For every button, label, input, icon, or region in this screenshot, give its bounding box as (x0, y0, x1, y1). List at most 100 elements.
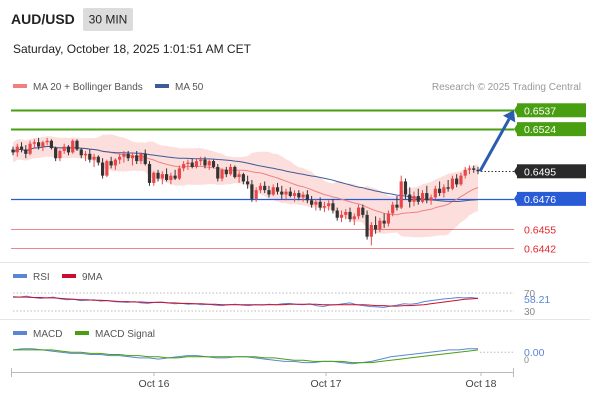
candle-body (463, 169, 467, 176)
candle-body (322, 206, 327, 208)
candle (79, 148, 83, 159)
candle-body (339, 214, 344, 218)
level-label-bg (517, 191, 586, 206)
candle-body (199, 159, 203, 162)
candle-body (246, 181, 250, 185)
candle (220, 168, 224, 182)
candle-body (118, 156, 122, 160)
level-labels: 0.6537 0.6524 0.6495 0.6476 0.6455 0.6442 (514, 103, 586, 255)
candle (15, 143, 19, 157)
candle-body (71, 140, 75, 153)
candle-body (297, 193, 301, 198)
candle (118, 153, 122, 165)
candle-body (194, 161, 199, 167)
candle-body (36, 142, 41, 147)
candle (425, 185, 429, 204)
candle-body (220, 169, 224, 179)
candle (122, 150, 126, 163)
candle (100, 158, 105, 179)
x-axis-tick-label: Oct 16 (139, 378, 170, 390)
candle-body (271, 187, 275, 195)
candle (335, 207, 339, 221)
candle (322, 201, 327, 212)
candle (271, 184, 275, 196)
macd-legend-label: MACD (33, 329, 62, 340)
candle (177, 165, 181, 180)
candle (365, 210, 369, 240)
timeframe-badge[interactable] (83, 8, 133, 31)
macd-signal-legend-swatch (75, 331, 89, 335)
candle-body (365, 214, 369, 237)
candle (386, 210, 391, 227)
candle-body (310, 200, 314, 205)
candle (28, 140, 32, 156)
candle-body (228, 166, 233, 175)
candle (318, 197, 322, 211)
candle-body (476, 169, 480, 172)
candle-body (420, 193, 425, 202)
candle-body (207, 161, 211, 166)
candle (403, 178, 408, 199)
candle-body (135, 155, 139, 162)
candle-body (258, 185, 263, 191)
candle-body (160, 174, 164, 179)
candle-body (233, 166, 237, 178)
candle-body (190, 162, 194, 167)
candle (19, 142, 24, 153)
projection-arrow (478, 110, 516, 173)
level-label-box: 0.6476 (514, 191, 586, 206)
candle-body (88, 153, 92, 160)
projection-arrow-shaft (478, 118, 511, 173)
candle-body (122, 153, 126, 157)
x-axis-tick-label: Oct 18 (466, 378, 497, 390)
candle-body (472, 168, 476, 170)
candle (463, 166, 467, 179)
candle-body (378, 220, 382, 230)
candle-body (156, 172, 160, 179)
candle (41, 140, 45, 151)
candle (446, 180, 450, 192)
rsi-ma-line (13, 296, 479, 307)
candle (352, 213, 356, 226)
candle (476, 166, 480, 175)
candle (241, 172, 245, 185)
candle (105, 159, 109, 178)
candle-body (126, 153, 130, 159)
candle-body (54, 148, 58, 159)
ma20-legend-swatch (13, 84, 27, 88)
candle-body (455, 178, 459, 185)
candle (455, 174, 459, 188)
macd-tick-label: 0 (524, 355, 529, 365)
candle (416, 188, 420, 205)
candle (237, 171, 241, 183)
candle (160, 171, 164, 185)
macd-legend-swatch (13, 331, 27, 335)
candle (49, 139, 53, 150)
candle (216, 164, 220, 182)
macd-line (12, 348, 478, 365)
candle (186, 159, 190, 170)
rsi-ma-legend-label: 9MA (82, 272, 103, 283)
rsi-ma-legend-swatch (62, 274, 76, 278)
candle (92, 153, 96, 167)
candle (292, 190, 297, 202)
candle-body (318, 201, 322, 208)
candle-body (288, 191, 292, 196)
candle-body (391, 204, 395, 214)
candle (24, 145, 28, 159)
time-axis: Oct 16 Oct 17 Oct 18 (11, 368, 514, 390)
candle (194, 158, 199, 169)
candle-body (250, 184, 254, 199)
candle (246, 175, 250, 189)
candle (233, 165, 237, 179)
candle-body (348, 211, 352, 220)
candle-body (361, 207, 365, 215)
candle (433, 185, 437, 199)
timeframe-label: 30 MIN (89, 13, 128, 27)
level-label: 0.6524 (524, 124, 556, 136)
level-label-bg (517, 164, 586, 179)
candle-body (335, 210, 339, 218)
candle-body (314, 201, 318, 205)
level-label-box: 0.6495 (514, 164, 586, 179)
